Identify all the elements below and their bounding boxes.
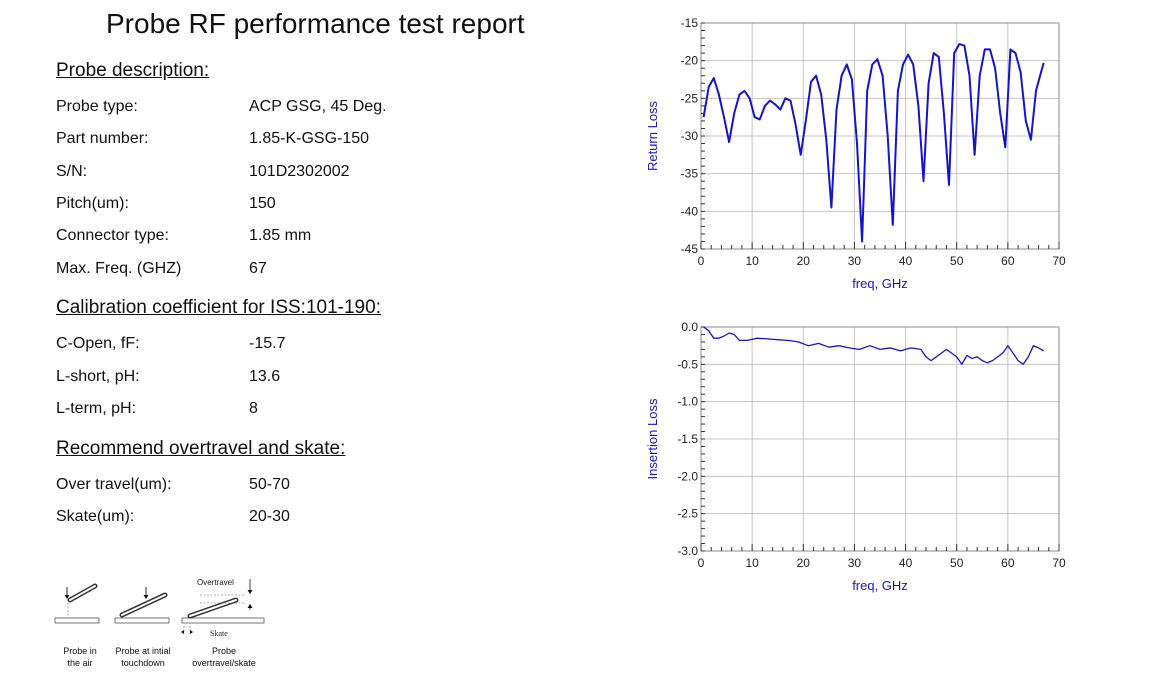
x-tick-label: 40 — [899, 254, 913, 268]
c-open-label: C-Open, fF: — [56, 335, 140, 352]
series-line — [702, 43, 1045, 243]
overtravel-heading: Recommend overtravel and skate: — [56, 438, 346, 459]
x-tick-label: 30 — [848, 556, 862, 570]
x-tick-label: 50 — [950, 556, 964, 570]
x-tick-label: 10 — [745, 556, 759, 570]
y-tick-label: -1.0 — [677, 395, 698, 409]
probe-touchdown-illustration — [114, 587, 170, 624]
y-tick-label: -0.5 — [677, 357, 698, 371]
l-term-label: L-term, pH: — [56, 400, 137, 417]
over-travel-value: 50-70 — [249, 476, 290, 493]
max-freq-value: 67 — [249, 260, 267, 277]
series-line — [703, 326, 1045, 365]
x-axis-label: freq, GHz — [852, 578, 908, 593]
connector-type-label: Connector type: — [56, 227, 169, 244]
y-tick-label: -40 — [681, 204, 699, 218]
skate-annotation: Skate — [210, 629, 228, 638]
x-tick-label: 60 — [1001, 254, 1015, 268]
l-short-value: 13.6 — [249, 368, 281, 385]
return-loss-chart: 0 10 20 30 40 50 60 70 -15 -20 -25 -30 -35 -40 -45 freq… — [645, 16, 1066, 291]
probe-in-air-illustration — [54, 583, 100, 624]
y-tick-label: -2.5 — [677, 507, 698, 521]
y-tick-label: -15 — [681, 16, 699, 30]
serial-number-label: S/N: — [56, 163, 88, 180]
x-tick-label: 50 — [950, 254, 964, 268]
caption-air-line1: Probe in — [63, 646, 97, 656]
report-title: Probe RF performance test report — [106, 8, 525, 39]
x-tick-label: 20 — [797, 556, 811, 570]
probe-contact-diagram: Overtravel Skate Probe in the air Probe … — [54, 578, 265, 668]
skate-label: Skate(um): — [56, 508, 135, 525]
l-term-value: 8 — [249, 400, 258, 417]
y-tick-label: -25 — [681, 91, 699, 105]
x-tick-label: 70 — [1052, 556, 1066, 570]
x-tick-label: 20 — [797, 254, 811, 268]
probe-overtravel-illustration: Overtravel Skate — [181, 578, 265, 638]
part-number-value: 1.85-K-GSG-150 — [249, 130, 370, 147]
calibration-heading: Calibration coefficient for ISS:101-190: — [56, 297, 381, 318]
max-freq-label: Max. Freq. (GHZ) — [56, 260, 182, 277]
y-axis-label: Return Loss — [645, 100, 660, 171]
x-tick-label: 0 — [698, 556, 705, 570]
insertion-loss-chart: 0 10 20 30 40 50 60 70 0.0 -0.5 -1.0 -1.5 -2.0 -2.5 -3… — [645, 320, 1066, 593]
x-tick-label: 0 — [698, 254, 705, 268]
y-tick-label: -2.0 — [677, 469, 698, 483]
x-tick-label: 10 — [745, 254, 759, 268]
caption-touchdown-line2: touchdown — [121, 658, 165, 668]
skate-value: 20-30 — [249, 508, 290, 525]
x-axis-label: freq, GHz — [852, 276, 908, 291]
y-tick-label: -20 — [681, 54, 699, 68]
y-tick-label: 0.0 — [681, 320, 698, 334]
x-tick-label: 40 — [899, 556, 913, 570]
caption-touchdown-line1: Probe at intial — [115, 646, 170, 656]
connector-type-value: 1.85 mm — [249, 227, 312, 244]
x-tick-label: 30 — [848, 254, 862, 268]
serial-number-value: 101D2302002 — [249, 163, 350, 180]
c-open-value: -15.7 — [249, 335, 286, 352]
caption-air-line2: the air — [67, 658, 92, 668]
y-axis-label: Insertion Loss — [645, 398, 660, 479]
y-tick-label: -45 — [681, 242, 699, 256]
pitch-label: Pitch(um): — [56, 195, 129, 212]
pitch-value: 150 — [249, 195, 276, 212]
y-tick-label: -3.0 — [677, 544, 698, 558]
caption-overtravel-line1: Probe — [212, 646, 236, 656]
y-tick-label: -35 — [681, 167, 699, 181]
caption-overtravel-line2: overtravel/skate — [192, 658, 256, 668]
y-tick-label: -30 — [681, 129, 699, 143]
probe-type-label: Probe type: — [56, 98, 138, 115]
probe-description-heading: Probe description: — [56, 60, 210, 81]
overtravel-annotation: Overtravel — [197, 578, 234, 587]
y-tick-label: -1.5 — [677, 432, 698, 446]
probe-type-value: ACP GSG, 45 Deg. — [249, 98, 387, 115]
over-travel-label: Over travel(um): — [56, 476, 172, 493]
l-short-label: L-short, pH: — [56, 368, 140, 385]
x-tick-label: 60 — [1001, 556, 1015, 570]
part-number-label: Part number: — [56, 130, 149, 147]
x-tick-label: 70 — [1052, 254, 1066, 268]
